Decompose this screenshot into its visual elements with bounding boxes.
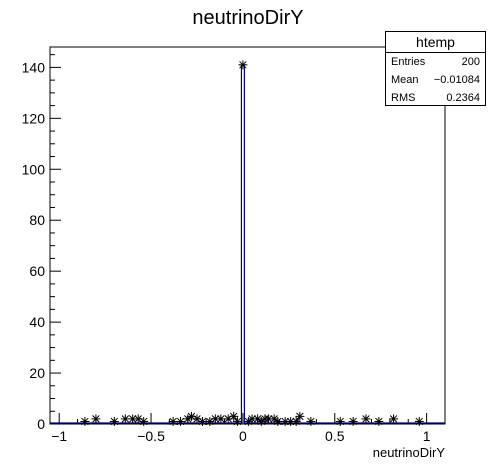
marker-stroke: [193, 415, 201, 423]
x-tick-label: 1: [423, 428, 431, 444]
data-point: [335, 416, 345, 426]
marker-stroke: [274, 417, 282, 426]
x-tick-label: 0.5: [325, 428, 345, 444]
marker-stroke: [286, 417, 295, 426]
marker-stroke: [253, 415, 262, 423]
marker-stroke: [217, 415, 225, 423]
data-point: [306, 416, 316, 426]
marker-stroke: [362, 415, 370, 423]
marker-stroke: [176, 417, 185, 426]
data-point: [389, 414, 399, 424]
data-point: [109, 416, 119, 426]
marker-stroke: [264, 415, 273, 423]
marker-stroke: [389, 415, 398, 423]
marker-stroke: [139, 417, 148, 426]
marker-stroke: [121, 415, 130, 423]
marker-stroke: [270, 415, 278, 423]
x-axis-label: neutrinoDirY: [373, 445, 446, 460]
marker-stroke: [187, 412, 196, 421]
marker-stroke: [415, 417, 424, 426]
marker-stroke: [92, 415, 100, 423]
chart-title: neutrinoDirY: [192, 7, 303, 29]
marker-stroke: [169, 417, 177, 426]
x-tick-label: −0.5: [137, 428, 165, 444]
y-tick-label: 60: [29, 263, 45, 279]
marker-stroke: [248, 415, 256, 423]
marker-stroke: [296, 412, 304, 421]
data-point: [175, 416, 185, 426]
marker-stroke: [128, 415, 137, 423]
marker-stroke: [375, 417, 383, 426]
stats-box: htemp Entries 200 Mean −0.01084 RMS 0.23…: [385, 31, 486, 106]
stats-rms-label: RMS: [391, 92, 416, 104]
y-tick-label: 20: [29, 365, 45, 381]
marker-stroke: [239, 61, 247, 69]
data-point: [414, 416, 424, 426]
data-point: [291, 416, 301, 426]
data-point: [361, 414, 371, 424]
y-tick-label: 0: [37, 416, 45, 432]
marker-stroke: [336, 417, 345, 426]
stats-mean-label: Mean: [391, 74, 419, 86]
axes: 0 20 40 60 80 100 120 140 −1 −0.5 0 0.5 1: [22, 46, 446, 444]
data-point: [229, 411, 239, 421]
marker-stroke: [198, 417, 207, 426]
data-point: [91, 414, 101, 424]
data-point: [374, 416, 384, 426]
marker-stroke: [211, 415, 220, 423]
marker-stroke: [229, 412, 238, 421]
x-tick-label: 0: [239, 428, 247, 444]
data-point: [139, 416, 149, 426]
data-point: [295, 411, 305, 421]
y-tick-label: 40: [29, 314, 45, 330]
marker-stroke: [134, 415, 142, 423]
x-tick-label: −1: [51, 428, 67, 444]
marker-stroke: [281, 417, 289, 426]
data-point-peak: [238, 60, 248, 70]
data-point: [80, 416, 90, 426]
marker-stroke: [349, 417, 357, 426]
histogram-line: [50, 64, 445, 424]
data-point: [348, 416, 358, 426]
y-tick-label: 120: [22, 110, 46, 126]
stats-entries-value: 200: [461, 56, 480, 68]
stats-row-rms: RMS 0.2364: [386, 89, 485, 107]
stats-row-mean: Mean −0.01084: [386, 71, 485, 89]
stats-title: htemp: [386, 32, 485, 53]
data-point: [232, 416, 242, 426]
marker-stroke: [110, 417, 119, 426]
y-tick-label: 80: [29, 212, 45, 228]
stats-rms-value: 0.2364: [446, 92, 480, 104]
y-tick-label: 140: [22, 59, 46, 75]
marker-stroke: [233, 417, 242, 426]
marker-stroke: [81, 417, 89, 426]
marker-stroke: [292, 417, 300, 426]
data-point: [273, 416, 283, 426]
marker-stroke: [307, 417, 315, 426]
stats-mean-value: −0.01084: [433, 74, 480, 86]
stats-row-entries: Entries 200: [386, 53, 485, 71]
plot-frame: [49, 46, 446, 425]
y-tick-label: 100: [22, 161, 46, 177]
data-point: [168, 416, 178, 426]
stats-entries-label: Entries: [391, 56, 426, 68]
data-series: [50, 60, 445, 426]
